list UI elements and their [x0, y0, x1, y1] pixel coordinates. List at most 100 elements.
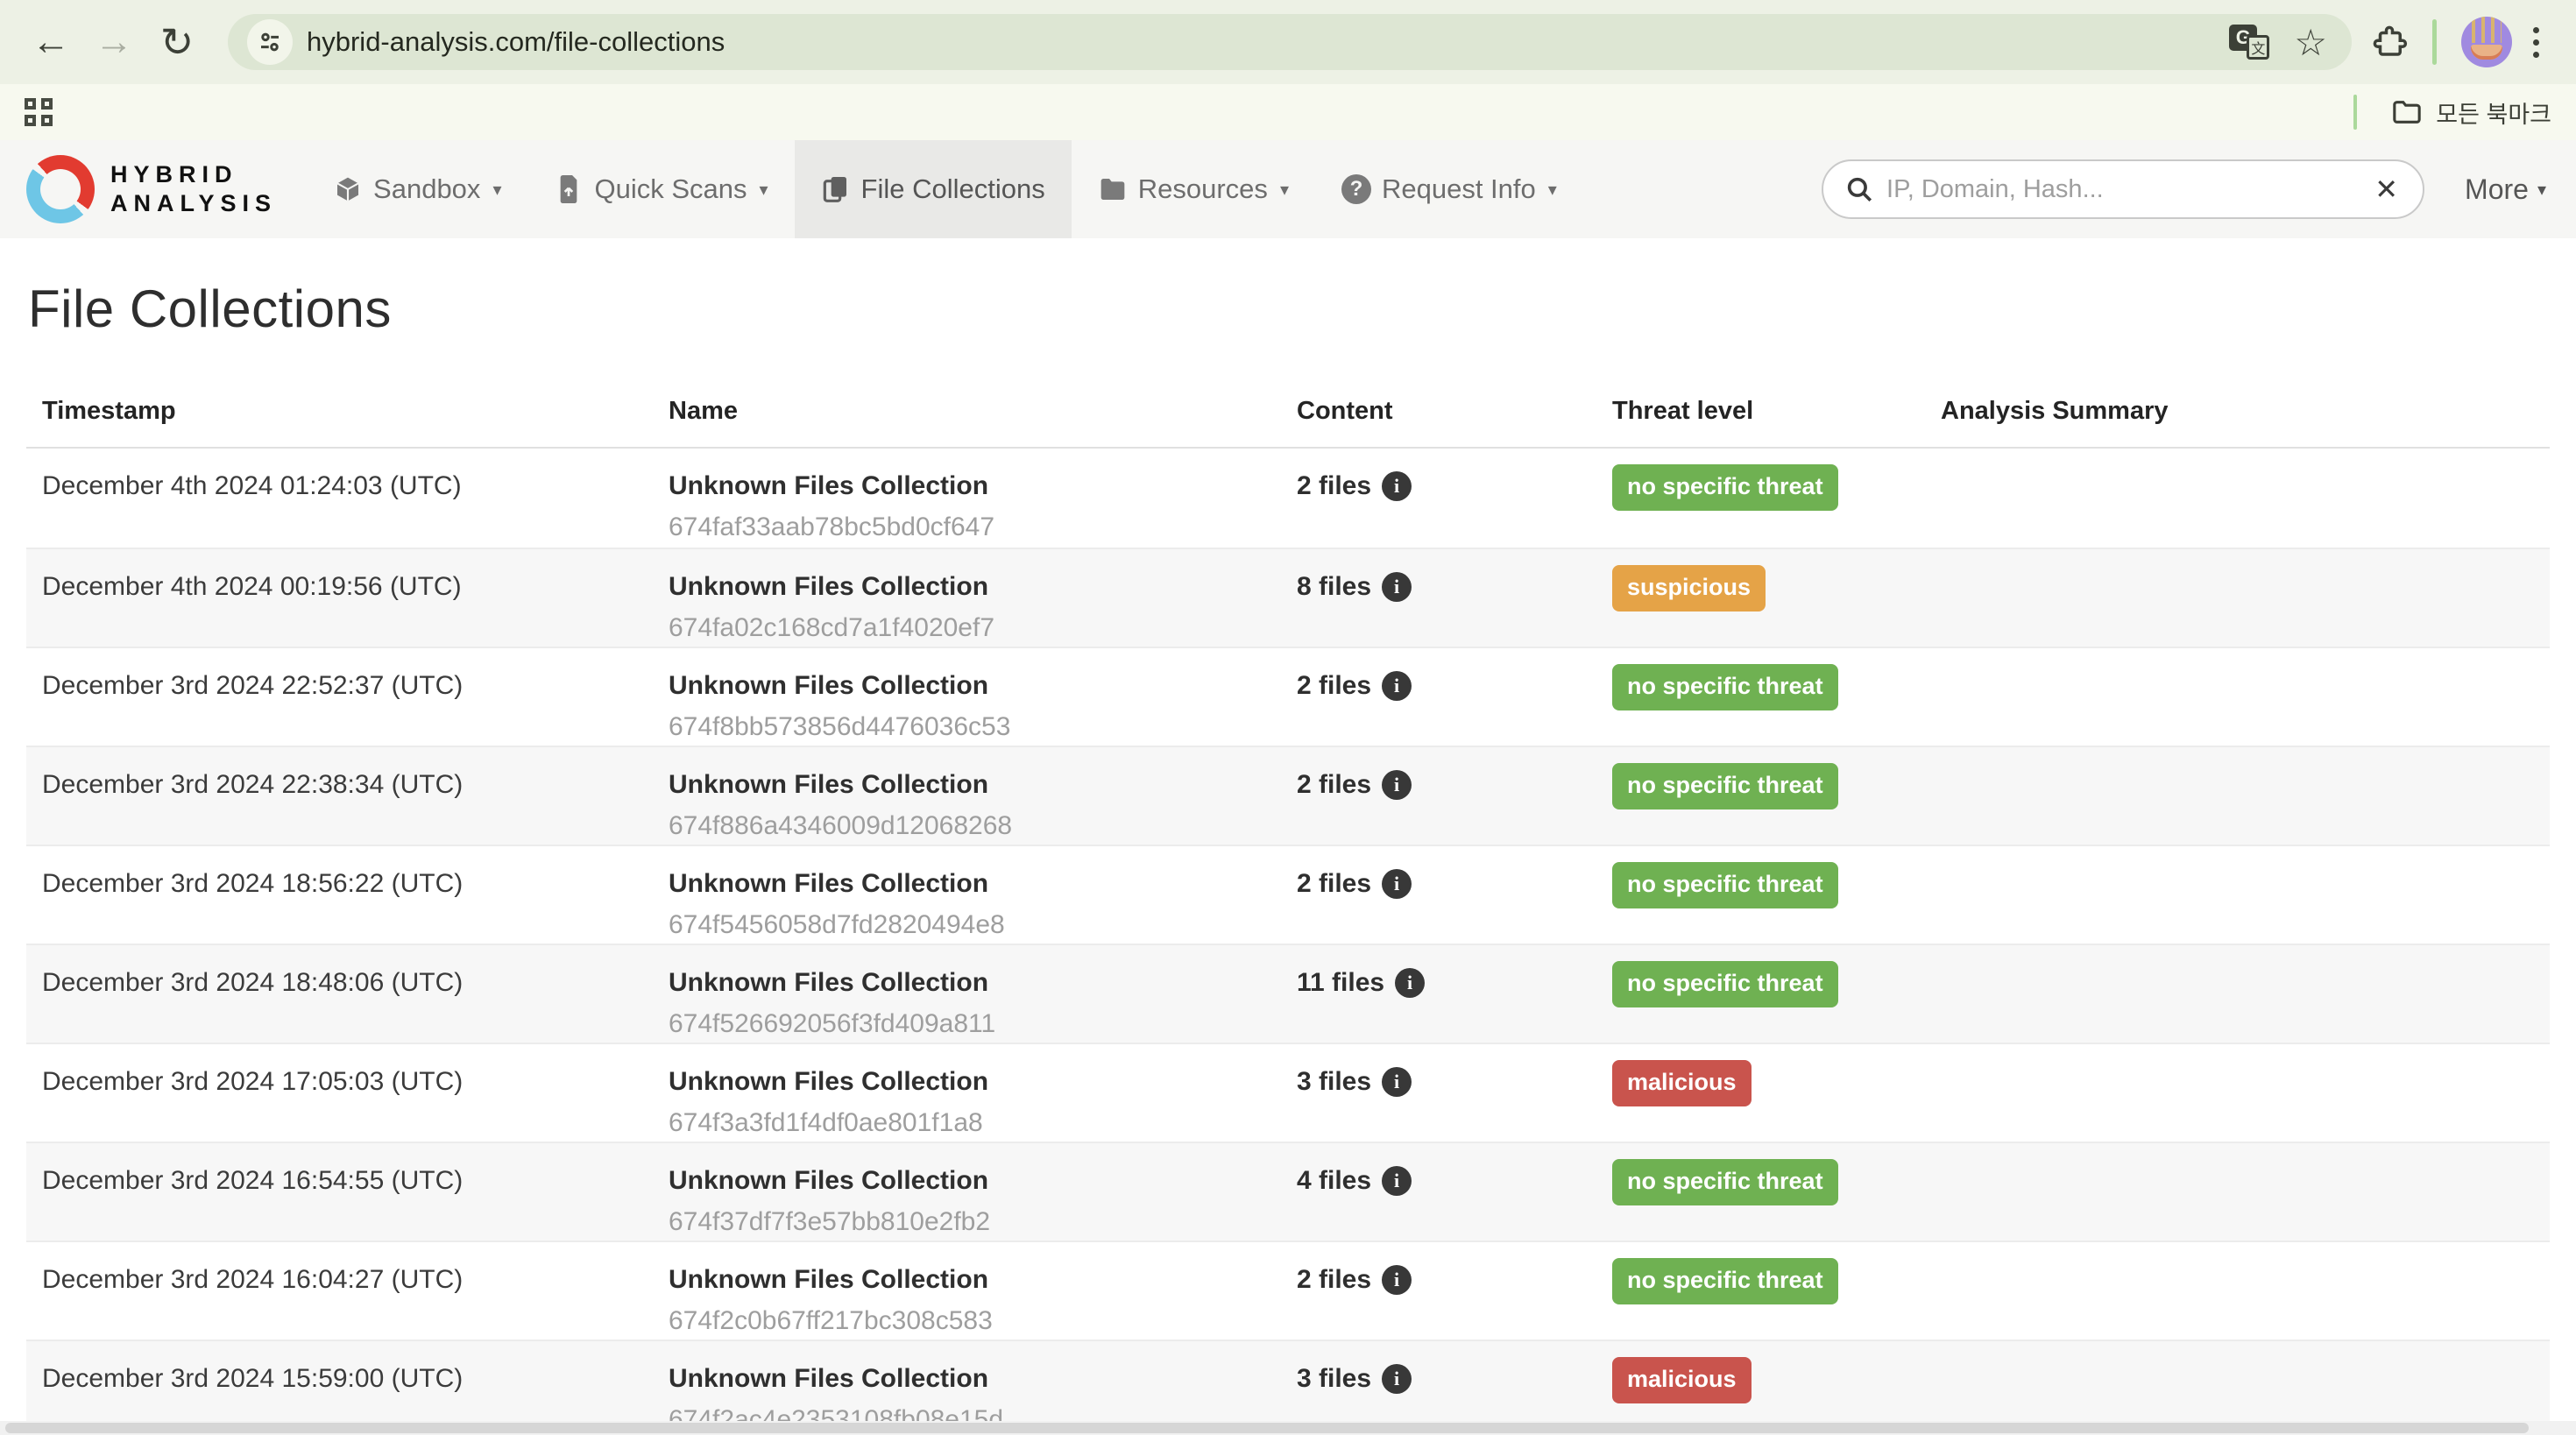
search-icon [1847, 177, 1872, 202]
page-title: File Collections [28, 279, 392, 338]
file-collections-page: File Collections Timestamp Name Content … [0, 279, 2576, 1435]
threat-level-badge: no specific threat [1612, 664, 1838, 710]
row-file-count: 3 files [1297, 1364, 1372, 1393]
threat-level-badge: no specific threat [1612, 1258, 1838, 1304]
nav-item-label: Quick Scans [594, 173, 747, 204]
bookmarks-bar: 모든 북마크 [0, 84, 2576, 140]
table-header: Timestamp Name Content Threat level Anal… [26, 397, 2550, 449]
nav-item-resources[interactable]: Resources ▾ [1072, 140, 1315, 238]
nav-item-request-info[interactable]: ? Request Info ▾ [1315, 140, 1583, 238]
row-timestamp: December 3rd 2024 15:59:00 (UTC) [42, 1364, 464, 1393]
row-collection-name[interactable]: Unknown Files Collection [669, 968, 989, 997]
row-collection-id: 674f37df7f3e57bb810e2fb2 [669, 1207, 991, 1236]
search-input[interactable] [1886, 174, 2372, 204]
row-collection-name[interactable]: Unknown Files Collection [669, 471, 989, 500]
nav-item-file-collections[interactable]: File Collections [794, 140, 1072, 238]
threat-level-badge: malicious [1612, 1357, 1752, 1403]
row-collection-id: 674f2c0b67ff217bc308c583 [669, 1306, 993, 1335]
scrollbar-thumb[interactable] [5, 1423, 2529, 1433]
nav-item-quick-scans[interactable]: Quick Scans ▾ [527, 140, 794, 238]
row-collection-name[interactable]: Unknown Files Collection [669, 1166, 989, 1195]
table-row[interactable]: December 3rd 2024 16:04:27 (UTC) Unknown… [26, 1241, 2550, 1340]
bookmark-star-icon[interactable]: ☆ [2294, 21, 2327, 63]
info-icon[interactable]: i [1382, 1364, 1412, 1394]
site-search[interactable]: ✕ [1822, 159, 2425, 219]
info-icon[interactable]: i [1382, 1265, 1412, 1295]
table-row[interactable]: December 3rd 2024 15:59:00 (UTC) Unknown… [26, 1340, 2550, 1435]
row-timestamp: December 3rd 2024 16:54:55 (UTC) [42, 1166, 464, 1195]
nav-item-label: Resources [1137, 173, 1268, 204]
logo-ring-icon [26, 155, 95, 223]
clear-search-icon[interactable]: ✕ [2374, 173, 2399, 205]
copy-files-icon [821, 174, 851, 204]
info-icon[interactable]: i [1395, 968, 1426, 998]
chevron-down-icon: ▾ [1279, 180, 1289, 200]
row-timestamp: December 3rd 2024 18:48:06 (UTC) [42, 968, 464, 997]
row-collection-name[interactable]: Unknown Files Collection [669, 1265, 989, 1294]
forward-button[interactable]: → [86, 14, 142, 70]
nav-item-sandbox[interactable]: Sandbox ▾ [307, 140, 527, 238]
threat-level-badge: malicious [1612, 1060, 1752, 1106]
browser-menu-button[interactable] [2519, 26, 2553, 58]
col-content: Content [1297, 397, 1393, 425]
row-timestamp: December 4th 2024 01:24:03 (UTC) [42, 471, 462, 500]
row-file-count: 2 files [1297, 471, 1372, 500]
row-timestamp: December 4th 2024 00:19:56 (UTC) [42, 572, 462, 601]
table-row[interactable]: December 4th 2024 01:24:03 (UTC) Unknown… [26, 449, 2550, 548]
row-collection-name[interactable]: Unknown Files Collection [669, 770, 989, 799]
back-button[interactable]: ← [23, 14, 79, 70]
threat-level-badge: no specific threat [1612, 464, 1838, 511]
extensions-button[interactable] [2371, 24, 2408, 60]
url-text[interactable]: hybrid-analysis.com/file-collections [307, 26, 725, 57]
row-timestamp: December 3rd 2024 16:04:27 (UTC) [42, 1265, 464, 1294]
info-icon[interactable]: i [1382, 671, 1412, 701]
row-file-count: 2 files [1297, 1265, 1372, 1294]
cube-icon [333, 174, 363, 204]
folder-icon [2393, 101, 2422, 124]
info-icon[interactable]: i [1382, 1166, 1412, 1196]
table-row[interactable]: December 3rd 2024 16:54:55 (UTC) Unknown… [26, 1142, 2550, 1241]
row-collection-name[interactable]: Unknown Files Collection [669, 572, 989, 601]
info-icon[interactable]: i [1382, 770, 1412, 800]
all-bookmarks-button[interactable]: 모든 북마크 [2436, 101, 2551, 128]
threat-level-badge: suspicious [1612, 565, 1766, 611]
row-timestamp: December 3rd 2024 22:52:37 (UTC) [42, 671, 464, 700]
browser-toolbar: ← → ↻ hybrid-analysis.com/file-collectio… [0, 0, 2576, 84]
row-collection-name[interactable]: Unknown Files Collection [669, 869, 989, 898]
brand-line2: ANALYSIS [110, 190, 278, 216]
info-icon[interactable]: i [1382, 1067, 1412, 1097]
row-collection-id: 674f886a4346009d12068268 [669, 811, 1013, 840]
translate-icon[interactable]: G 文 [2229, 25, 2270, 60]
row-file-count: 4 files [1297, 1166, 1372, 1195]
table-row[interactable]: December 4th 2024 00:19:56 (UTC) Unknown… [26, 548, 2550, 647]
row-timestamp: December 3rd 2024 22:38:34 (UTC) [42, 770, 464, 799]
more-menu[interactable]: More ▾ [2465, 173, 2546, 206]
table-row[interactable]: December 3rd 2024 18:48:06 (UTC) Unknown… [26, 944, 2550, 1043]
row-collection-name[interactable]: Unknown Files Collection [669, 671, 989, 700]
col-timestamp: Timestamp [42, 397, 176, 425]
threat-level-badge: no specific threat [1612, 862, 1838, 908]
profile-avatar[interactable] [2461, 17, 2512, 67]
more-label: More [2465, 173, 2529, 205]
site-settings-button[interactable] [247, 19, 293, 65]
table-row[interactable]: December 3rd 2024 17:05:03 (UTC) Unknown… [26, 1043, 2550, 1142]
folder-icon [1098, 174, 1128, 204]
info-icon[interactable]: i [1382, 471, 1412, 501]
info-icon[interactable]: i [1382, 869, 1412, 899]
row-collection-name[interactable]: Unknown Files Collection [669, 1067, 989, 1096]
row-collection-id: 674faf33aab78bc5bd0cf647 [669, 512, 995, 541]
threat-level-badge: no specific threat [1612, 763, 1838, 809]
apps-grid-icon[interactable] [25, 98, 53, 126]
horizontal-scrollbar[interactable] [0, 1421, 2576, 1435]
chevron-down-icon: ▾ [492, 180, 502, 200]
info-icon[interactable]: i [1382, 572, 1412, 602]
reload-button[interactable]: ↻ [149, 14, 205, 70]
address-bar[interactable]: hybrid-analysis.com/file-collections G 文… [228, 14, 2352, 70]
table-row[interactable]: December 3rd 2024 18:56:22 (UTC) Unknown… [26, 845, 2550, 944]
reload-icon: ↻ [159, 19, 195, 65]
row-collection-name[interactable]: Unknown Files Collection [669, 1364, 989, 1393]
table-row[interactable]: December 3rd 2024 22:52:37 (UTC) Unknown… [26, 647, 2550, 746]
table-row[interactable]: December 3rd 2024 22:38:34 (UTC) Unknown… [26, 746, 2550, 845]
hybrid-analysis-logo[interactable]: HYBRID ANALYSIS [0, 140, 307, 238]
toolbar-separator [2432, 19, 2437, 65]
